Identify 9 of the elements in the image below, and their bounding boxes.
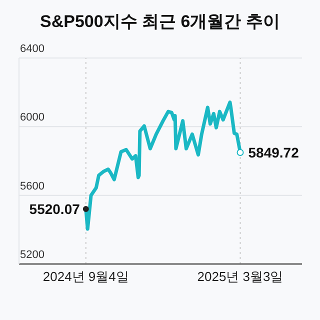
data-label: 5849.72 (248, 144, 300, 160)
data-label: 5520.07 (29, 201, 80, 218)
x-tick-label: 2024년 9월4일 (42, 269, 129, 284)
y-tick-label: 5600 (20, 180, 44, 192)
y-tick-label: 6400 (20, 43, 44, 55)
y-tick-label: 5200 (20, 249, 44, 261)
y-tick-label: 6000 (20, 112, 44, 124)
chart-title: S&P500지수 최근 6개월간 추이 (39, 11, 281, 32)
x-tick-label: 2025년 3월3일 (197, 269, 284, 284)
